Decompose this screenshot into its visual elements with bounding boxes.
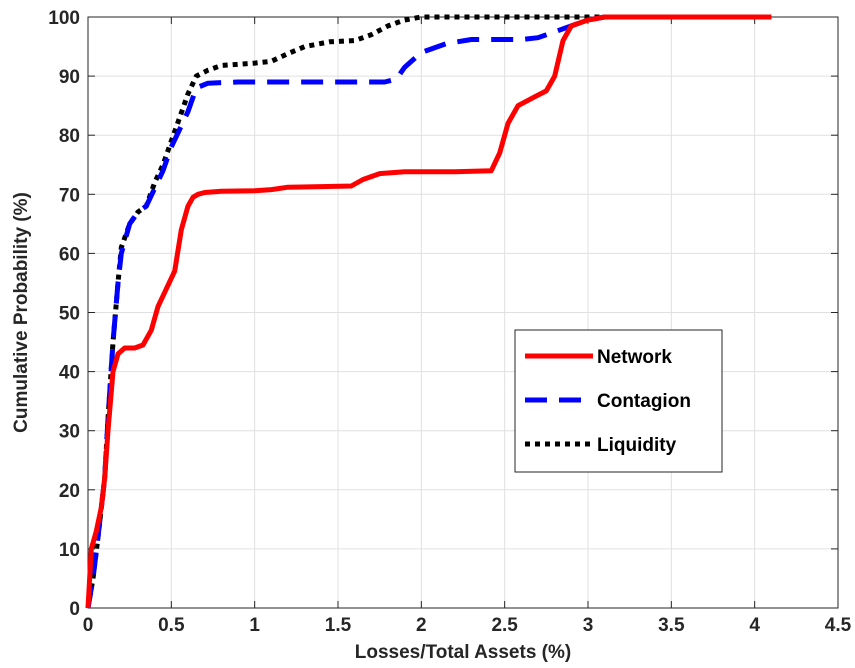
y-tick-label: 40 xyxy=(59,363,80,384)
y-tick-label: 100 xyxy=(48,8,80,29)
y-tick-label: 0 xyxy=(69,599,80,620)
x-tick-label: 0 xyxy=(83,615,94,636)
y-tick-label: 70 xyxy=(59,185,80,206)
x-tick-label: 3 xyxy=(583,615,594,636)
grid xyxy=(88,17,838,608)
x-tick-label: 2 xyxy=(416,615,427,636)
x-tick-label: 4.5 xyxy=(825,615,852,636)
legend-label-network: Network xyxy=(597,347,672,368)
y-axis-label: Cumulative Probability (%) xyxy=(11,192,32,433)
y-tick-label: 60 xyxy=(59,244,80,265)
x-axis: 0 0.5 1 1.5 2 2.5 3 3.5 4 4.5 xyxy=(83,17,852,636)
x-axis-label: Losses/Total Assets (%) xyxy=(355,642,571,663)
x-tick-label: 1 xyxy=(249,615,260,636)
y-tick-label: 20 xyxy=(59,481,80,502)
x-tick-label: 3.5 xyxy=(658,615,685,636)
series-line-liquidity xyxy=(85,14,605,609)
y-tick-label: 10 xyxy=(59,540,80,561)
legend: Network Contagion Liquidity xyxy=(514,329,723,473)
series-line-network xyxy=(85,14,772,609)
legend-label-contagion: Contagion xyxy=(597,391,691,412)
y-tick-label: 50 xyxy=(59,304,80,325)
x-tick-label: 1.5 xyxy=(325,615,352,636)
x-tick-label: 4 xyxy=(749,615,760,636)
series-line-contagion xyxy=(85,14,772,609)
series-lines xyxy=(85,14,772,609)
y-tick-label: 30 xyxy=(59,422,80,443)
x-tick-label: 2.5 xyxy=(491,615,518,636)
x-tick-label: 0.5 xyxy=(158,615,185,636)
y-tick-label: 90 xyxy=(59,67,80,88)
y-tick-label: 80 xyxy=(59,126,80,147)
y-axis: 0 10 20 30 40 50 60 70 80 90 100 xyxy=(48,8,838,620)
legend-label-liquidity: Liquidity xyxy=(597,435,677,456)
